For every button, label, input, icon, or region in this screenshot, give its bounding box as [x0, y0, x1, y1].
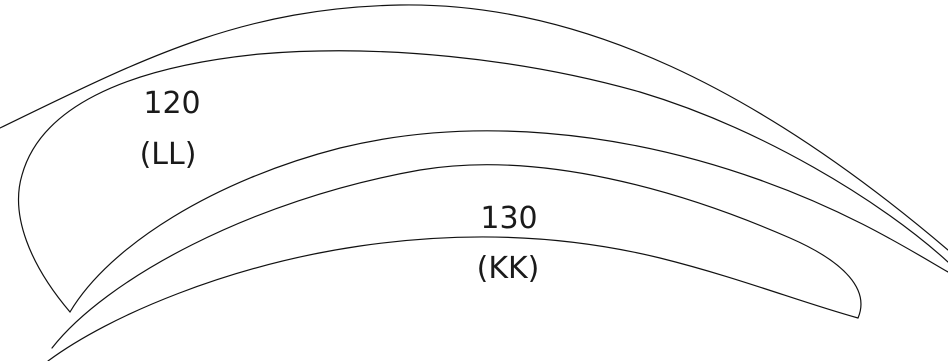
region-130-outer-edge [51, 164, 862, 349]
region-120-outline [18, 50, 948, 313]
region-120-code-label: (LL) [140, 137, 197, 172]
outer-top-arc [0, 4, 948, 251]
region-120-inner-edge [69, 130, 948, 313]
region-130-number-label: 130 [480, 201, 537, 236]
region-130-inner-edge [47, 236, 859, 361]
region-130-code-label: (KK) [477, 251, 540, 286]
region-120-number-label: 120 [143, 86, 200, 121]
